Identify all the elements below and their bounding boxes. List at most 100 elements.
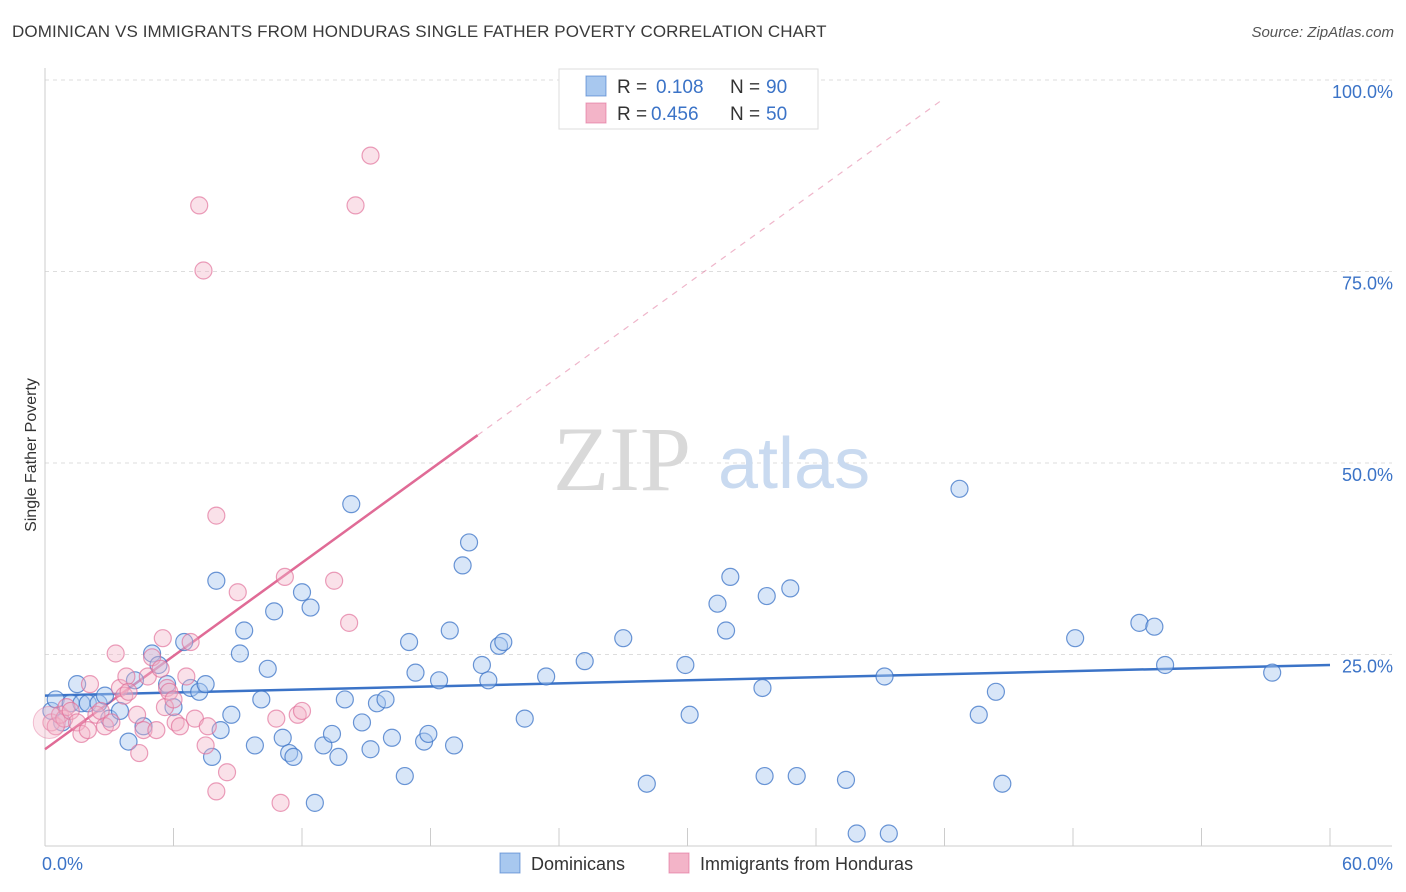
dominican-point [352, 713, 372, 732]
dominican-point [755, 766, 774, 786]
dominican-point [265, 602, 284, 621]
dominican-point [787, 766, 806, 786]
watermark-atlas: atlas [718, 424, 870, 504]
dominican-point [1066, 629, 1085, 648]
honduras-point [194, 261, 213, 280]
dominican-point [301, 598, 320, 617]
x-tick-labels: 0.0% 60.0% [42, 854, 1393, 874]
bottom-legend-swatch-dominicans [499, 852, 521, 874]
dominican-point [342, 495, 361, 514]
dominican-point [95, 686, 115, 705]
chart-title: DOMINICAN VS IMMIGRANTS FROM HONDURAS SI… [12, 22, 827, 41]
honduras-point [102, 713, 121, 732]
dominican-point [440, 621, 459, 640]
honduras-point [151, 659, 170, 678]
dominican-point [459, 533, 479, 552]
dominican-point [836, 770, 856, 789]
dominican-point [614, 629, 633, 648]
y-tick-label: 100.0% [1332, 82, 1393, 102]
dominican-point [196, 675, 215, 694]
dominican-point [1263, 663, 1282, 682]
dominican-point [258, 659, 277, 678]
honduras-point [32, 705, 66, 739]
dominican-point [322, 724, 342, 744]
dominican-point [68, 675, 87, 694]
legend-n-label-1: N = [730, 77, 760, 98]
legend-swatch-dominicans [585, 75, 607, 97]
gridlines [45, 79, 1392, 655]
dominican-point [222, 705, 241, 724]
honduras-point [198, 717, 217, 736]
dominican-point [305, 793, 324, 812]
honduras-point [170, 717, 190, 736]
dominican-point [419, 724, 438, 744]
x-tick-label-min: 0.0% [42, 854, 83, 874]
dominican-point [181, 678, 200, 698]
dominican-point [494, 632, 513, 652]
dominican-point [230, 644, 249, 663]
dominican-point [335, 690, 354, 709]
dominican-point [395, 766, 414, 786]
dominican-point [515, 709, 534, 728]
honduras-trend-extension [477, 97, 945, 436]
honduras-point [78, 720, 97, 740]
dominican-trend-line [44, 663, 1331, 697]
legend-r-label-1: R = [617, 77, 647, 98]
honduras-point [325, 571, 344, 590]
dominican-point [273, 728, 292, 747]
dominican-point [969, 705, 988, 724]
dominican-point [252, 690, 271, 709]
legend-r-value-2: 0.456 [651, 104, 699, 125]
honduras-point [106, 644, 125, 663]
dominican-point [235, 621, 254, 640]
honduras-point [119, 682, 138, 701]
dominican-point [875, 667, 894, 686]
dominican-point [879, 824, 898, 843]
honduras-point [275, 567, 294, 587]
dominican-point [1130, 613, 1149, 632]
dominican-point [376, 690, 395, 709]
legend-r-label-2: R = [617, 104, 647, 125]
dominican-point [453, 556, 472, 575]
honduras-point [190, 196, 209, 215]
dominican-point [781, 579, 800, 598]
bottom-legend-dominicans: Dominicans [531, 854, 625, 874]
dominican-point [757, 586, 776, 606]
dominican-point [986, 682, 1006, 701]
honduras-point [181, 632, 200, 652]
legend-n-value-1: 90 [766, 77, 787, 98]
honduras-point [346, 196, 365, 215]
dominican-point [637, 774, 656, 793]
dominican-point [575, 652, 594, 671]
source-label: Source: ZipAtlas.com [1251, 24, 1394, 41]
y-axis-title: Single Father Poverty [23, 378, 40, 532]
dominican-point [444, 736, 464, 755]
honduras-point [292, 701, 312, 721]
dominican-point [284, 747, 303, 767]
y-tick-label: 75.0% [1342, 274, 1393, 294]
legend-r-value-1: 0.108 [656, 77, 704, 98]
y-tick-label: 50.0% [1342, 465, 1393, 485]
dominican-point [292, 583, 312, 602]
dominican-point [406, 663, 425, 682]
honduras-point [207, 506, 226, 525]
dominican-point [716, 621, 736, 640]
honduras-trend-line [44, 434, 479, 751]
dominican-point [847, 824, 866, 843]
legend-n-label-2: N = [730, 104, 760, 125]
dominican-point [708, 594, 727, 613]
honduras-point [361, 146, 380, 165]
honduras-point [134, 720, 153, 740]
bottom-legend: Dominicans Immigrants from Honduras [499, 852, 913, 874]
honduras-point [80, 675, 100, 694]
dominican-point [680, 705, 699, 724]
dominican-point [537, 667, 556, 686]
dominican-point [361, 740, 380, 759]
honduras-point [196, 736, 215, 755]
watermark-zip: ZIP [553, 408, 691, 510]
honduras-point [147, 720, 166, 740]
watermark: ZIP atlas [553, 408, 870, 510]
dominican-point [753, 678, 772, 698]
x-tick-label-max: 60.0% [1342, 854, 1393, 874]
